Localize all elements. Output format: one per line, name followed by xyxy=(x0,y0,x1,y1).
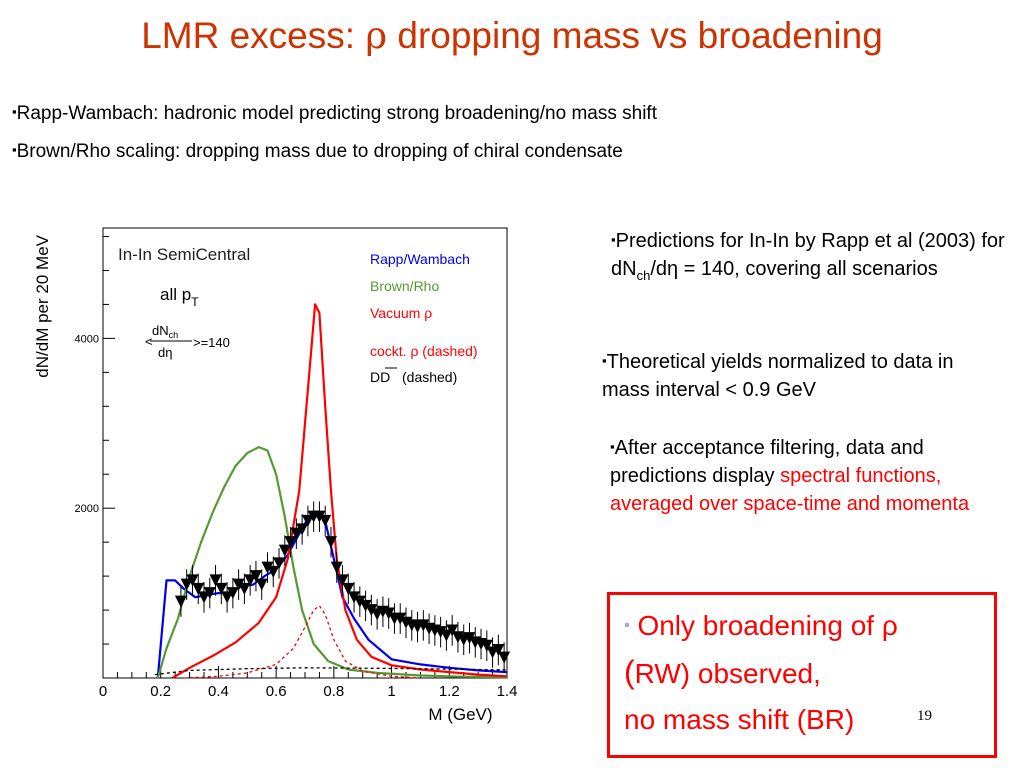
conclusion-box: ▪ Only broadening of ρ (RW) observed, no… xyxy=(607,592,997,758)
x-tick-label: 0 xyxy=(99,683,107,700)
data-point xyxy=(221,591,234,604)
panel-pt-label: all pT xyxy=(160,285,199,309)
data-point xyxy=(186,574,199,587)
data-point xyxy=(440,629,453,642)
data-point xyxy=(498,651,511,664)
data-point xyxy=(324,536,337,549)
legend-dd: DD xyxy=(370,369,390,385)
slide-title: LMR excess: ρ dropping mass vs broadenin… xyxy=(141,14,883,57)
data-point xyxy=(249,570,262,583)
curve-rapp-wambach xyxy=(156,510,508,679)
data-point xyxy=(301,514,314,527)
data-point xyxy=(273,557,286,570)
data-point xyxy=(330,561,343,574)
panel-mult-den: dη xyxy=(158,345,172,360)
data-point xyxy=(198,591,210,604)
axis-labels: 0 0.2 0.4 0.6 0.8 1 1.2 1.4 2000 4000 M (GeV) dN/dM… xyxy=(33,234,517,724)
data-point xyxy=(267,565,280,578)
data-point xyxy=(255,578,268,591)
data-point xyxy=(342,582,355,595)
data-point xyxy=(365,604,378,617)
slide-number: 19 xyxy=(917,708,932,724)
data-point xyxy=(203,587,216,600)
curve-vacuum xyxy=(171,303,508,679)
x-tick-label: 0.6 xyxy=(266,683,287,700)
rho-symbol: ρ xyxy=(365,14,388,57)
data-point xyxy=(261,561,274,574)
data-point xyxy=(313,510,326,523)
data-point xyxy=(290,527,303,540)
panel-mult-open: < xyxy=(145,334,153,349)
conclusion-line-2: (RW) observed, xyxy=(624,654,821,690)
data-points xyxy=(174,501,511,673)
data-point xyxy=(192,582,205,595)
data-point xyxy=(336,574,349,587)
panel-mult-num: dNch xyxy=(152,323,178,340)
data-point xyxy=(348,591,361,604)
x-tick-label: 1.2 xyxy=(439,683,460,700)
data-point xyxy=(480,639,493,652)
x-tick-label: 1 xyxy=(387,683,395,700)
data-point xyxy=(359,599,372,612)
data-point xyxy=(417,619,430,632)
data-point xyxy=(434,626,447,639)
note-acceptance: ▪After acceptance filtering, data and pr… xyxy=(610,437,970,515)
data-point xyxy=(382,607,395,620)
x-axis-label: M (GeV) xyxy=(428,705,492,724)
mass-spectrum-chart: 0 0.2 0.4 0.6 0.8 1 1.2 1.4 2000 4000 M (GeV) dN/dM… xyxy=(33,227,517,724)
bullet-brown-rho: ▪Brown/Rho scaling: dropping mass due to… xyxy=(12,141,623,162)
curve-dd xyxy=(154,667,508,676)
legend-dd-dashed: (dashed) xyxy=(402,369,457,385)
panel-system-label: In-In SemiCentral xyxy=(118,245,250,264)
bullet-rapp-wambach: ▪Rapp-Wambach: hadronic model predicting… xyxy=(12,103,657,124)
data-point xyxy=(394,612,407,625)
legend-rapp-wambach: Rapp/Wambach xyxy=(370,251,470,267)
panel-mult-value: >=140 xyxy=(193,335,230,350)
data-point xyxy=(278,544,291,557)
data-point xyxy=(238,582,251,595)
x-tick-label: 1.4 xyxy=(497,683,518,700)
data-point xyxy=(215,582,228,595)
legend-cocktail-rho: cockt. ρ (dashed) xyxy=(370,343,478,359)
x-tick-label: 0.8 xyxy=(323,683,344,700)
data-point xyxy=(180,578,193,591)
y-tick-label: 4000 xyxy=(75,333,99,345)
y-tick-label: 2000 xyxy=(75,503,99,515)
note-normalization: ▪Theoretical yields normalized to data i… xyxy=(602,351,954,401)
data-point xyxy=(232,578,245,591)
note-predictions: ▪Predictions for In-In by Rapp et al (20… xyxy=(611,230,1005,283)
legend-brown-rho: Brown/Rho xyxy=(370,278,439,294)
data-point xyxy=(296,523,309,536)
conclusion-line-1: ▪ Only broadening of ρ xyxy=(624,610,898,641)
data-point xyxy=(353,595,366,608)
y-axis-label: dN/dM per 20 MeV xyxy=(33,234,52,377)
data-point xyxy=(174,595,187,608)
legend-vacuum-rho: Vacuum ρ xyxy=(370,305,432,321)
data-point xyxy=(209,574,222,587)
model-curves xyxy=(154,303,508,679)
data-point xyxy=(284,536,297,549)
data-point xyxy=(463,632,476,645)
data-point xyxy=(492,643,505,656)
data-point xyxy=(226,587,239,600)
conclusion-line-3: no mass shift (BR) xyxy=(624,704,855,735)
curve-brown-rho xyxy=(156,446,508,679)
x-tick-label: 0.4 xyxy=(208,683,229,700)
x-tick-label: 0.2 xyxy=(150,683,171,700)
data-point xyxy=(446,624,459,637)
data-point xyxy=(319,514,332,527)
data-point xyxy=(244,574,257,587)
curve-cockt xyxy=(183,605,421,679)
